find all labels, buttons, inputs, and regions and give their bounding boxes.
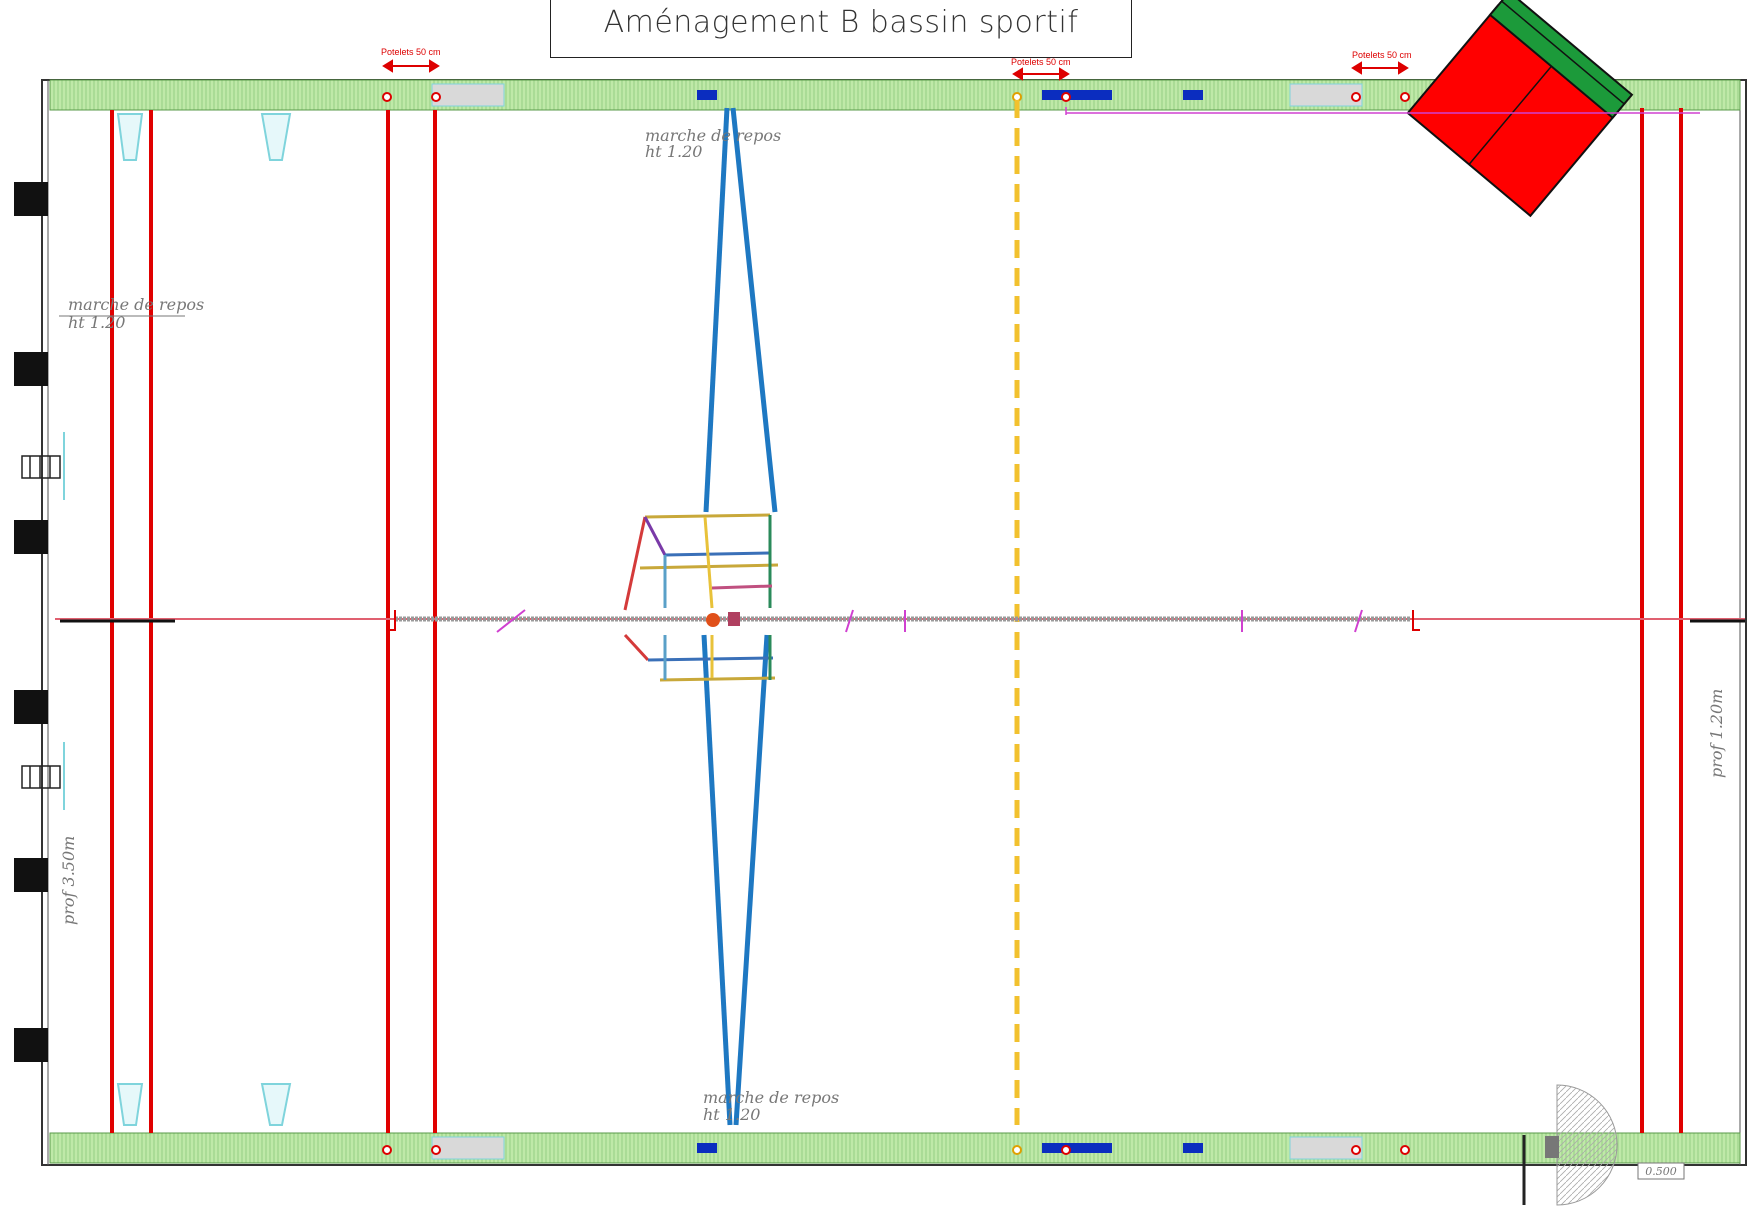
depth-shallow-label: prof 1.20m [1707, 689, 1726, 778]
blue-markers [697, 90, 1203, 1153]
bollard-label-left: Potelets 50 cm [381, 47, 441, 57]
stair-icons [116, 113, 292, 1126]
ladder-icon [21, 455, 61, 789]
bollards [382, 92, 1410, 1155]
starting-blocks [14, 182, 48, 1062]
bollard-label-right: Potelets 50 cm [1352, 50, 1412, 60]
bottom-deck [49, 1132, 1741, 1164]
deck-panels [431, 83, 1363, 1160]
rest-step-bottom-label: marche de repos [703, 1088, 839, 1107]
rest-step-left-height: ht 1.20 [68, 313, 125, 332]
rest-step-left-label: marche de repos [68, 295, 204, 314]
rest-step-top-height: ht 1.20 [645, 142, 702, 161]
blue-ropes [701, 107, 778, 1126]
door-swing-icon [1522, 1084, 1618, 1206]
bollard-arrows [382, 59, 1409, 81]
pool-outline [41, 79, 1747, 1166]
depth-deep-label: prof 3.50m [59, 836, 78, 925]
scale-label: 0.500 [1645, 1165, 1677, 1178]
rest-step-bottom-height: ht 1.20 [703, 1105, 760, 1124]
page-title: Aménagement B bassin sportif [603, 5, 1079, 40]
mat [1406, 0, 1634, 218]
bollard-label-center: Potelets 50 cm [1011, 57, 1071, 67]
climbing-structure [623, 513, 779, 682]
title-box: Aménagement B bassin sportif [550, 0, 1132, 58]
rest-step-top-label: marche de repos [645, 126, 781, 145]
